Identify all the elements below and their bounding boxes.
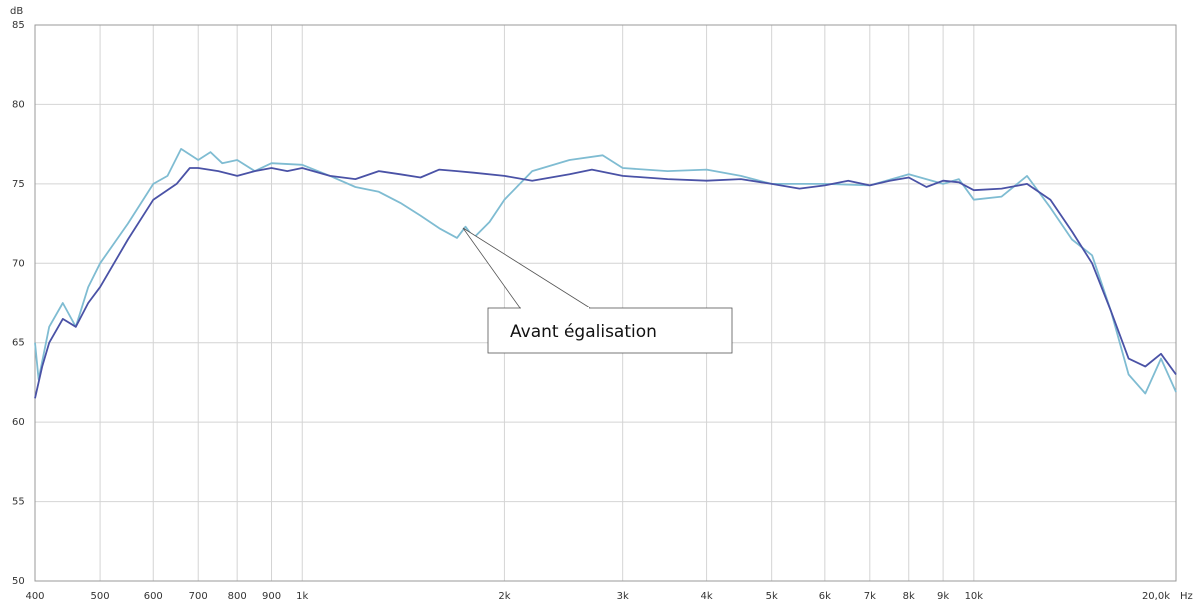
x-tick-label: 600	[144, 591, 163, 602]
x-tick-label: 5k	[766, 591, 778, 602]
y-tick-label: 85	[12, 20, 25, 31]
x-tick-label: 9k	[937, 591, 949, 602]
annotation: Avant égalisation	[510, 322, 657, 342]
x-tick-label: 700	[189, 591, 208, 602]
x-tick-label: 400	[25, 591, 44, 602]
x-axis-label: Hz	[1180, 591, 1193, 602]
x-tick-label: 10k	[965, 591, 984, 602]
y-tick-label: 75	[12, 179, 25, 190]
y-tick-label: 70	[12, 258, 25, 269]
y-tick-label: 65	[12, 338, 25, 349]
plot-border	[34, 24, 1177, 582]
series-line	[34, 167, 1177, 399]
callout-box	[487, 307, 733, 354]
x-tick-label: 800	[228, 591, 247, 602]
x-tick-label: 7k	[864, 591, 876, 602]
x-tick-label: 900	[262, 591, 281, 602]
y-tick-label: 55	[12, 497, 25, 508]
y-tick-label: 50	[12, 576, 25, 587]
y-axis-label: dB	[10, 6, 23, 17]
y-tick-label: 60	[12, 417, 25, 428]
x-tick-label: 20,0k	[1142, 591, 1170, 602]
y-tick-label: 80	[12, 99, 25, 110]
plot-area: 50 55 60 65 70 75 80 85 400 500 600 700 800 900 1k 2k 3k…	[12, 20, 1193, 602]
x-tick-label: 4k	[701, 591, 713, 602]
x-tick-label: 1k	[296, 591, 308, 602]
x-tick-label: 8k	[903, 591, 915, 602]
x-tick-label: 2k	[498, 591, 510, 602]
x-tick-label: 500	[91, 591, 110, 602]
x-tick-label: 3k	[617, 591, 629, 602]
x-tick-label: 6k	[819, 591, 831, 602]
